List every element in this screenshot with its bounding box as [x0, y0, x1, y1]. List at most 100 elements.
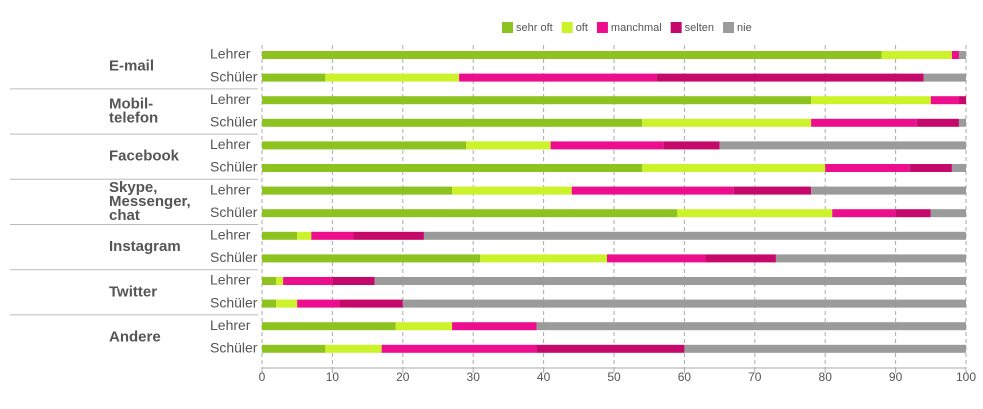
- bar-segment: [262, 322, 396, 331]
- group-label: Instagram: [109, 238, 181, 255]
- bar-segment: [656, 73, 924, 82]
- bar-segment: [677, 209, 833, 218]
- bar-segment: [452, 322, 537, 331]
- bar-segment: [332, 277, 375, 285]
- bar-segment: [262, 186, 453, 195]
- bar-segment: [811, 186, 966, 195]
- bar-segment: [452, 186, 572, 195]
- bar-segment: [832, 209, 896, 218]
- row-label: Lehrer: [210, 317, 251, 333]
- x-tick-label: 80: [819, 370, 833, 384]
- bar-segment: [881, 51, 952, 59]
- x-tick-label: 90: [889, 370, 903, 384]
- bar-segment: [909, 164, 952, 172]
- bar-segment: [466, 141, 551, 150]
- bar-segment: [262, 51, 882, 59]
- bar-segment: [297, 231, 312, 240]
- bar-segment: [262, 299, 277, 308]
- bar-segment: [916, 118, 959, 127]
- row-label: Lehrer: [210, 227, 251, 243]
- bar-segment: [423, 231, 966, 240]
- bar-segment: [276, 277, 284, 285]
- bar-segment: [895, 209, 931, 218]
- bar-segment: [811, 118, 917, 127]
- bar-segment: [311, 231, 354, 240]
- row-label: Schüler: [210, 249, 258, 265]
- x-tick-label: 50: [607, 370, 621, 384]
- bar-segment: [930, 209, 966, 218]
- legend-swatch: [596, 22, 608, 33]
- bar-segment: [642, 164, 826, 172]
- bar-segment: [262, 209, 678, 218]
- legend-label: nie: [737, 22, 752, 34]
- bar-segment: [283, 277, 333, 285]
- bar-segment: [536, 322, 966, 331]
- legend-label: selten: [685, 22, 714, 34]
- row-label: Schüler: [210, 294, 258, 310]
- legend-label: oft: [576, 22, 588, 34]
- bar-segment: [262, 141, 467, 150]
- bar-segment: [262, 164, 643, 172]
- group-label: Mobil-: [109, 95, 153, 112]
- bar-segment: [395, 322, 453, 331]
- row-label: Lehrer: [210, 272, 251, 288]
- bar-segment: [297, 299, 340, 308]
- row-label: Lehrer: [210, 91, 251, 107]
- bar-segment: [262, 118, 643, 127]
- row-label: Lehrer: [210, 136, 251, 152]
- bar-segment: [606, 254, 706, 263]
- bar-segment: [536, 344, 685, 353]
- row-label: Schüler: [210, 114, 258, 130]
- bar-segment: [262, 277, 277, 285]
- bar-segment: [402, 299, 966, 308]
- bar-segment: [663, 141, 720, 150]
- bar-segment: [642, 118, 812, 127]
- x-tick-label: 0: [259, 370, 266, 384]
- bar-segment: [325, 73, 460, 82]
- legend-swatch: [502, 22, 513, 33]
- bar-segment: [480, 254, 607, 263]
- group-label: Twitter: [109, 283, 157, 300]
- bar-segment: [930, 96, 959, 105]
- row-label: Schüler: [210, 204, 258, 220]
- row-label: Schüler: [210, 68, 258, 84]
- x-tick-label: 60: [678, 370, 692, 384]
- bar-segment: [262, 231, 298, 240]
- bar-segment: [262, 344, 326, 353]
- legend-label: sehr oft: [516, 22, 553, 34]
- bar-segment: [550, 141, 664, 150]
- legend-swatch: [723, 22, 735, 33]
- bar-segment: [951, 164, 966, 172]
- x-tick-label: 40: [537, 370, 551, 384]
- bar-segment: [684, 344, 966, 353]
- row-label: Lehrer: [210, 181, 251, 197]
- bar-segment: [825, 164, 910, 172]
- bar-segment: [353, 231, 424, 240]
- bar-segment: [719, 141, 966, 150]
- bar-segment: [262, 73, 326, 82]
- legend-swatch: [561, 22, 573, 33]
- bar-segment: [381, 344, 537, 353]
- bar-segment: [923, 73, 966, 82]
- group-label: Messenger,: [109, 193, 191, 210]
- bar-segment: [775, 254, 966, 263]
- legend-label: manchmal: [611, 22, 662, 34]
- group-label: telefon: [109, 109, 158, 126]
- x-tick-label: 70: [748, 370, 762, 384]
- bar-segment: [374, 277, 966, 285]
- bar-segment: [262, 254, 481, 263]
- x-tick-label: 100: [956, 370, 976, 384]
- group-label: chat: [109, 207, 140, 224]
- group-label: E-mail: [109, 57, 154, 74]
- x-tick-label: 10: [326, 370, 340, 384]
- bar-segment: [733, 186, 812, 195]
- bar-segment: [325, 344, 382, 353]
- bar-segment: [339, 299, 403, 308]
- bar-segment: [571, 186, 734, 195]
- bar-segment: [262, 96, 812, 105]
- row-label: Lehrer: [210, 46, 251, 62]
- group-label: Skype,: [109, 179, 157, 196]
- bar-segment: [958, 118, 966, 127]
- bar-segment: [951, 51, 959, 59]
